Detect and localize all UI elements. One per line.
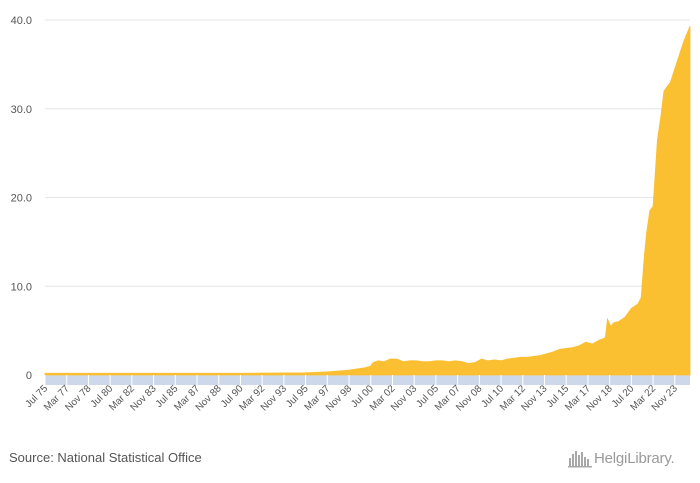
helgi-library-logo[interactable]: HelgiLibrary. — [568, 447, 675, 469]
logo-wordmark: HelgiLibrary. — [594, 450, 675, 467]
logo-brand-suffix: Library. — [627, 449, 675, 467]
logo-brand: Helgi — [594, 449, 628, 467]
y-tick-label: 40.0 — [11, 15, 32, 27]
source-note: Source: National Statistical Office — [9, 450, 202, 465]
x-axis-band — [45, 375, 690, 385]
y-axis: 0 10.0 20.0 30.0 40.0 — [11, 15, 32, 382]
city-skyline-icon — [568, 451, 592, 468]
y-tick-label: 20.0 — [11, 193, 32, 205]
gridlines — [45, 19, 690, 376]
area-series — [44, 26, 691, 376]
y-tick-label: 10.0 — [11, 281, 32, 293]
y-tick-label: 0 — [26, 370, 32, 382]
y-tick-label: 30.0 — [11, 104, 32, 116]
series-area — [44, 26, 691, 376]
